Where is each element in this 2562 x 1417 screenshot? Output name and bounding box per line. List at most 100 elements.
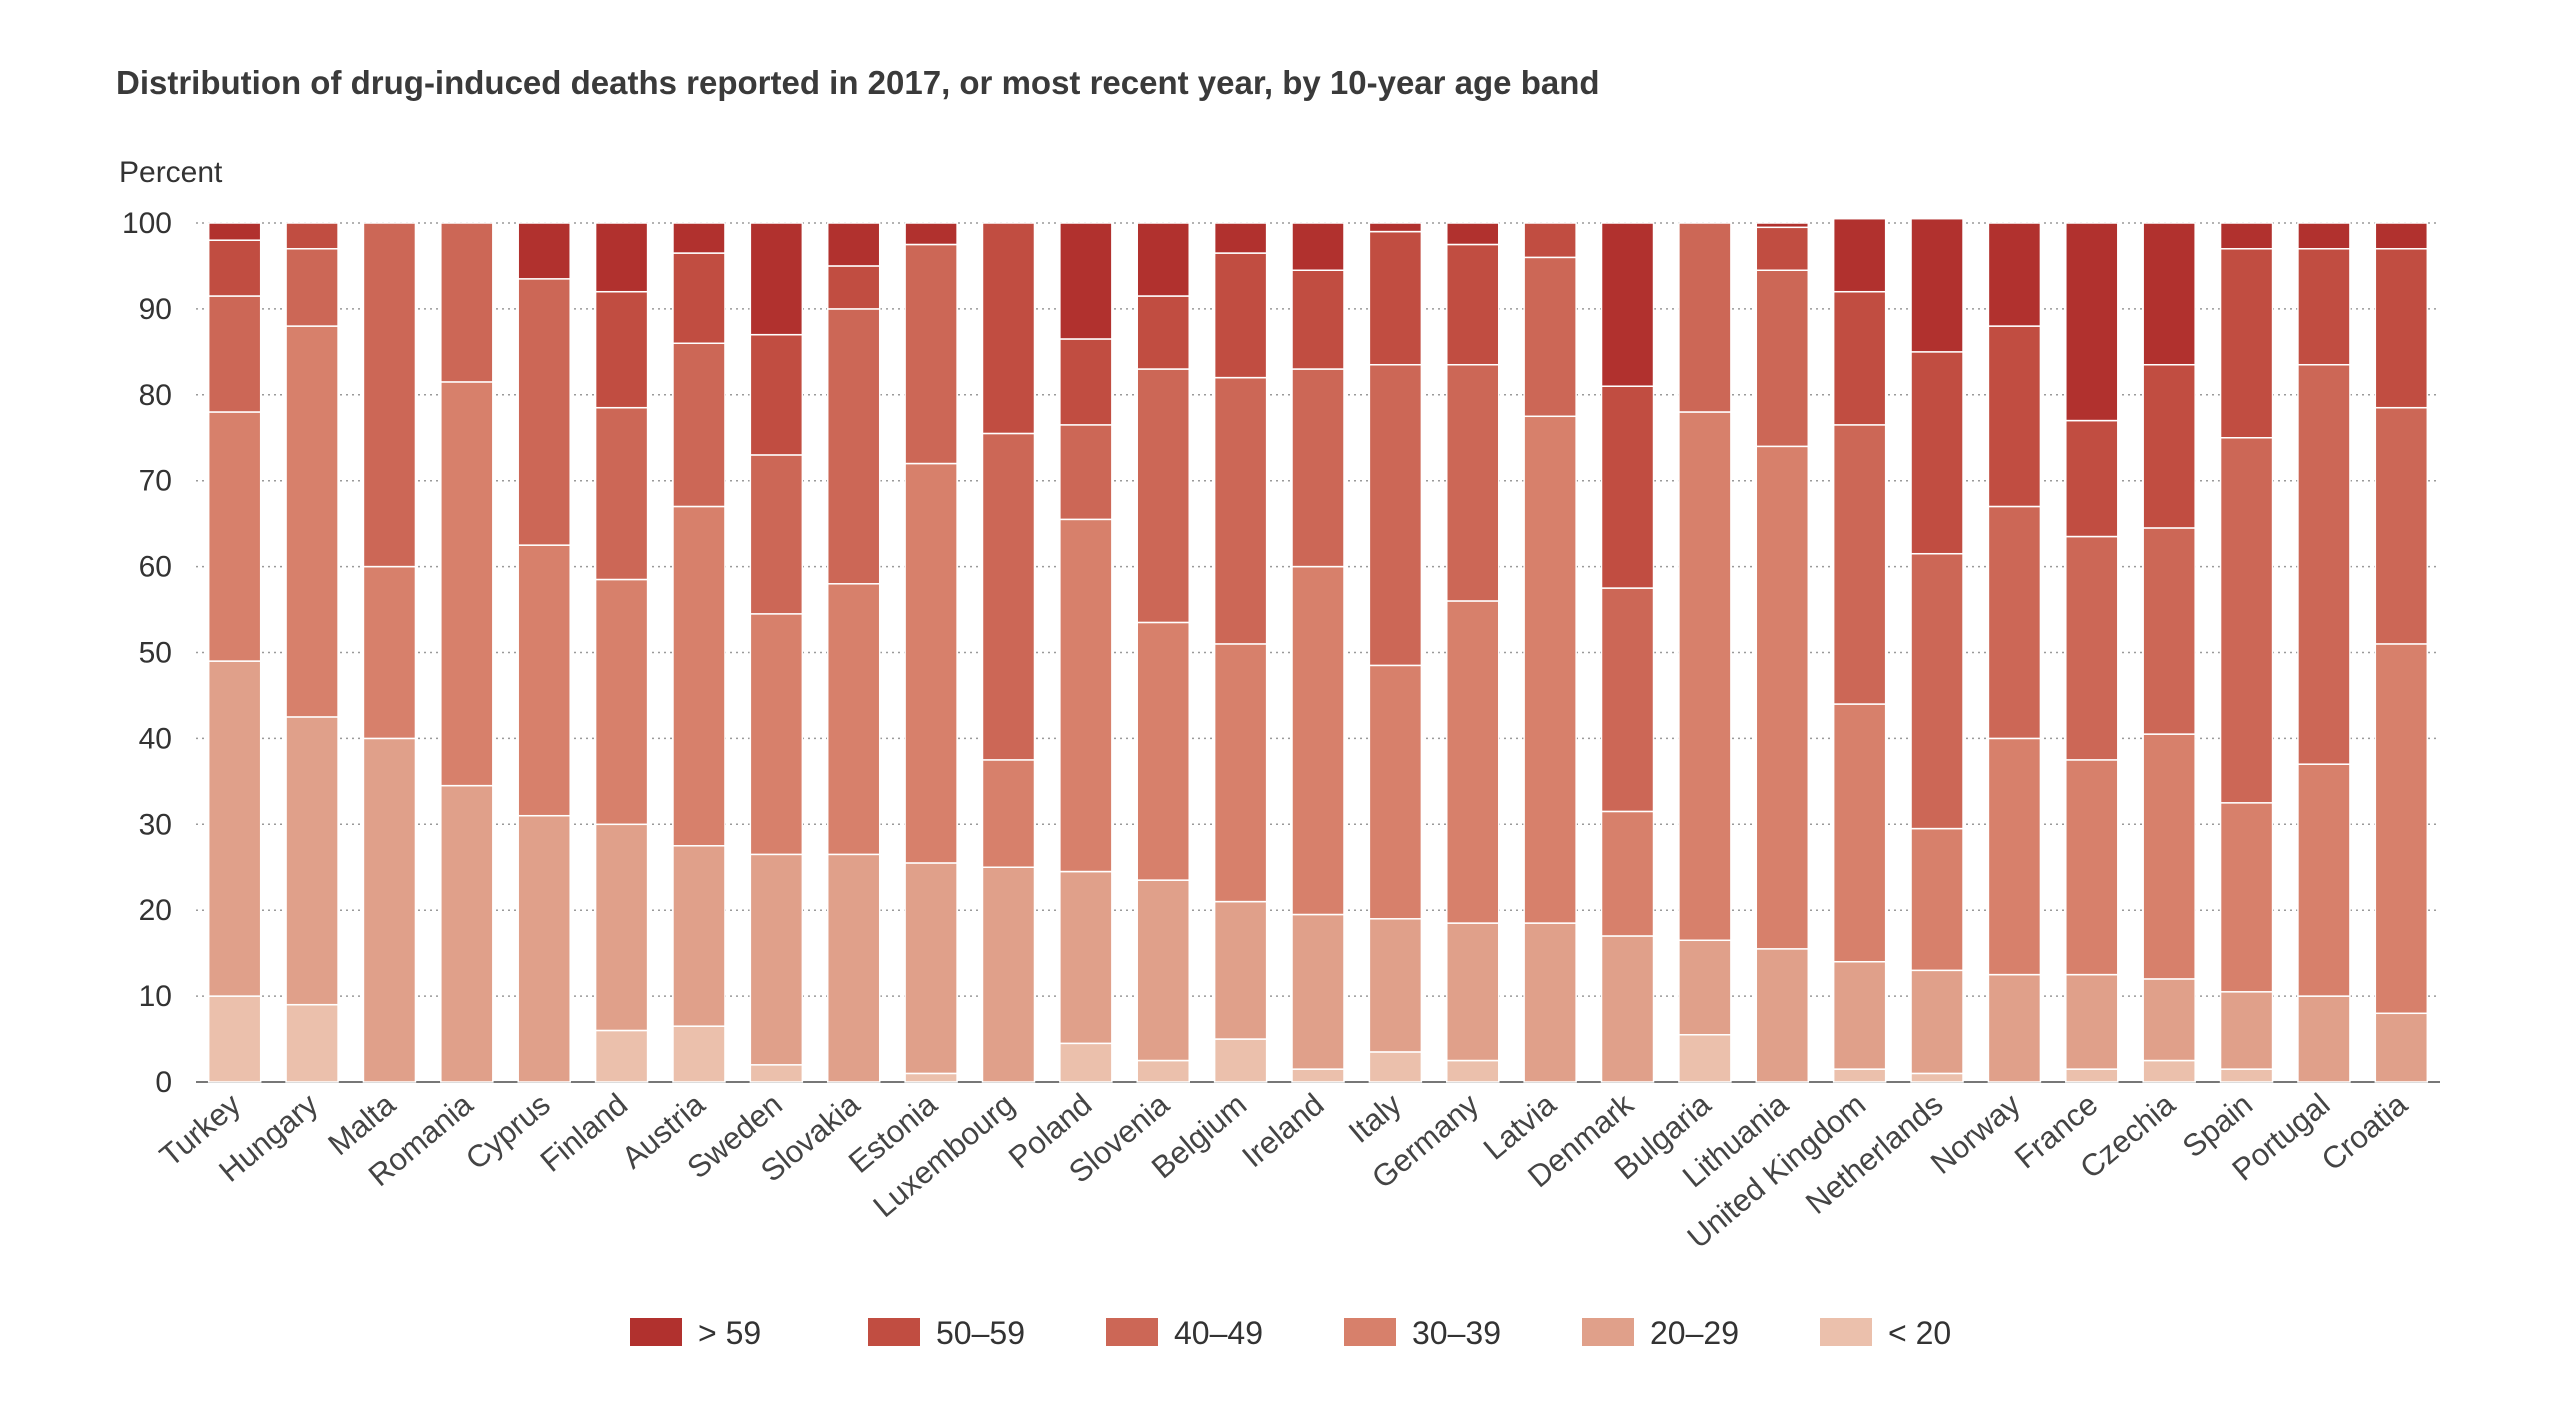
bar-segment xyxy=(1600,385,1655,589)
bar-segment xyxy=(440,381,494,787)
bar-segment xyxy=(1291,565,1345,916)
bar-stack xyxy=(2142,222,2196,1083)
bar-segment xyxy=(1136,879,1190,1062)
legend-label: > 59 xyxy=(698,1315,761,1351)
bar-segment xyxy=(1755,445,1810,950)
bar-segment xyxy=(1291,913,1345,1070)
bar-segment xyxy=(749,613,804,856)
bar-stack xyxy=(1755,222,1810,1083)
bar-segment xyxy=(1059,518,1113,873)
bar-segment xyxy=(2219,248,2274,439)
bar-segment xyxy=(285,1003,339,1083)
bar-segment xyxy=(2065,759,2119,976)
bar-stack xyxy=(1368,222,1423,1083)
bar-segment xyxy=(1832,290,1887,426)
bar-segment xyxy=(904,243,958,465)
bar-segment xyxy=(1832,960,1887,1070)
bar-segment xyxy=(594,823,649,1032)
legend-label: 20–29 xyxy=(1650,1315,1739,1351)
bar-segment xyxy=(981,759,1036,868)
legend-label: < 20 xyxy=(1888,1315,1951,1351)
legend-label: 40–49 xyxy=(1174,1315,1263,1351)
bar-segment xyxy=(1136,222,1190,297)
bar-segment xyxy=(1446,222,1500,246)
bar-segment xyxy=(1910,1072,1964,1083)
bar-segment xyxy=(2374,248,2429,409)
bar-segment xyxy=(1368,230,1423,366)
bar-segment xyxy=(904,1072,958,1083)
bar-segment xyxy=(1678,1034,1732,1083)
bar-segment xyxy=(1755,226,1810,271)
bar-segment xyxy=(1987,973,2042,1083)
bar-segment xyxy=(1600,810,1655,937)
bar-segment xyxy=(1910,351,1964,555)
bar-stack xyxy=(285,222,339,1083)
y-tick-label: 80 xyxy=(139,379,172,412)
y-tick-label: 0 xyxy=(155,1066,172,1099)
bar-segment xyxy=(1446,922,1500,1062)
legend: > 59 50–59 40–49 30–39 20–29 < 20 xyxy=(630,1315,1951,1351)
bar-segment xyxy=(1446,600,1500,924)
bar-stack xyxy=(2297,222,2351,1083)
x-tick-label: Croatia xyxy=(2315,1086,2415,1178)
bar-segment xyxy=(1987,222,2042,327)
bar-segment xyxy=(2374,406,2429,645)
bar-segment xyxy=(672,222,726,254)
bar-segment xyxy=(1910,552,1964,830)
x-tick-label: Ireland xyxy=(1235,1087,1330,1175)
bar-stack xyxy=(207,222,262,1083)
x-axis-labels: TurkeyHungaryMaltaRomaniaCyprusFinlandAu… xyxy=(153,1086,2414,1255)
bar-stack xyxy=(672,222,726,1083)
y-tick-label: 60 xyxy=(139,551,172,584)
bar-stack xyxy=(981,222,1036,1083)
bar-segment xyxy=(1291,1068,1345,1083)
bar-segment xyxy=(1832,703,1887,963)
bar-segment xyxy=(1136,295,1190,370)
bar-segment xyxy=(826,583,881,856)
bar-segment xyxy=(285,222,339,250)
bar-segment xyxy=(207,411,262,662)
bar-segment xyxy=(1446,243,1500,366)
legend-item: < 20 xyxy=(1820,1315,1951,1351)
bar-segment xyxy=(1910,217,1964,353)
bar-segment xyxy=(1987,325,2042,508)
bar-segment xyxy=(594,1029,649,1083)
bar-segment xyxy=(1059,1042,1113,1083)
bar-segment xyxy=(1368,918,1423,1053)
bar-stack xyxy=(362,222,417,1083)
bar-stack xyxy=(2374,222,2429,1083)
bar-segment xyxy=(1910,827,1964,972)
bar-segment xyxy=(285,716,339,1006)
bar-stack xyxy=(1832,217,1887,1083)
bar-segment xyxy=(2065,1068,2119,1083)
bar-stack xyxy=(2065,222,2119,1083)
legend-swatch xyxy=(1582,1318,1634,1346)
bar-stack xyxy=(517,222,571,1083)
bar-segment xyxy=(1213,900,1268,1040)
y-tick-label: 50 xyxy=(139,637,172,670)
chart-title: Distribution of drug-induced deaths repo… xyxy=(116,64,1600,101)
bar-segment xyxy=(207,660,262,997)
bar-stack xyxy=(1136,222,1190,1083)
y-tick-label: 10 xyxy=(139,980,172,1013)
bar-segment xyxy=(1987,737,2042,976)
bar-stack xyxy=(1059,222,1113,1083)
bar-segment xyxy=(826,265,881,310)
bar-segment xyxy=(2219,437,2274,804)
bar-segment xyxy=(1755,269,1810,448)
legend-swatch xyxy=(630,1318,682,1346)
legend-label: 30–39 xyxy=(1412,1315,1501,1351)
bar-segment xyxy=(285,325,339,718)
bar-segment xyxy=(904,862,958,1075)
bar-segment xyxy=(2142,733,2196,980)
bar-segment xyxy=(1523,256,1577,418)
bar-segment xyxy=(362,565,417,740)
bar-segment xyxy=(1446,363,1500,602)
bar-segment xyxy=(749,454,804,615)
bar-segment xyxy=(672,845,726,1027)
bar-segment xyxy=(594,290,649,409)
bar-segment xyxy=(1678,411,1732,942)
bar-stack xyxy=(1910,217,1964,1083)
bar-segment xyxy=(672,1025,726,1083)
bar-segment xyxy=(1059,338,1113,426)
